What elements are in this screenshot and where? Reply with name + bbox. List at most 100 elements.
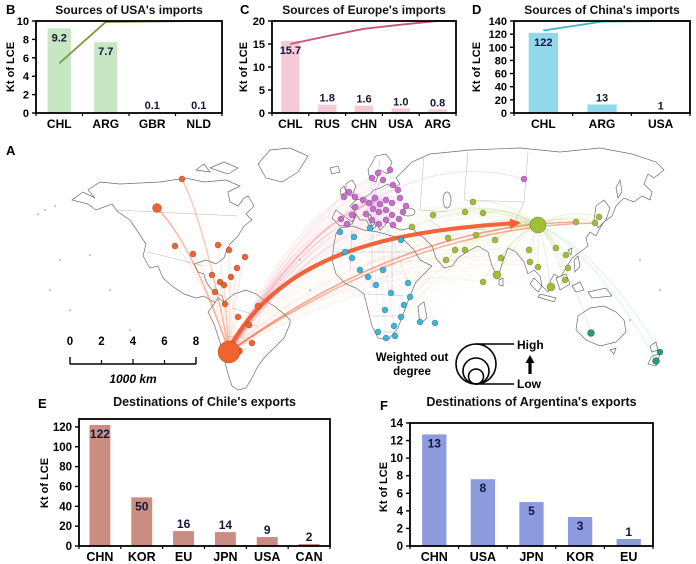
country-node-asia [546, 282, 556, 292]
country-node-africa [391, 332, 399, 340]
country-node-africa [431, 319, 439, 327]
country-node-europe [340, 193, 348, 201]
country-node-asia [451, 246, 459, 254]
panel-usa-imports: B Sources of USA's imports Kt of LCE 0 2 4… [0, 0, 232, 140]
cumulative-line [543, 20, 690, 32]
scale-tick-3: 6 [161, 336, 168, 348]
bar [519, 502, 544, 546]
bars [281, 40, 447, 113]
category-label: GBR [139, 117, 166, 131]
y-tick-label: 6 [397, 488, 403, 500]
country-node-americas [208, 271, 216, 279]
country-node-europe [337, 215, 345, 223]
country-node-oceania [656, 348, 664, 356]
country-node-africa [366, 224, 374, 232]
scale-bar-numbers: 0 2 4 6 8 [64, 336, 202, 348]
country-node-africa [374, 328, 382, 336]
bar [47, 28, 71, 113]
country-node-americas [254, 302, 262, 310]
flow-arc [353, 209, 539, 238]
bar [281, 40, 300, 113]
country-node-europe [368, 174, 376, 182]
plot-box [78, 418, 331, 547]
flow-arc [454, 223, 539, 251]
up-arrow-icon [525, 355, 535, 374]
chart-title: Destinations of Argentina's exports [426, 395, 637, 409]
bar [470, 479, 496, 546]
cumulative-line [290, 20, 456, 45]
country-node-africa [397, 313, 405, 321]
bars [47, 28, 211, 113]
country-nodes [152, 166, 664, 365]
bar-value-label: 0.1 [191, 100, 206, 112]
flow-arc [377, 224, 539, 333]
category-label: EU [175, 550, 192, 562]
plot-box [271, 20, 457, 114]
country-node-asia [492, 270, 502, 280]
country-node-americas [241, 253, 249, 261]
bar [173, 531, 195, 546]
flow-arc [537, 224, 592, 334]
country-node-africa [390, 322, 398, 330]
country-node-europe [375, 220, 383, 228]
flow-arc [409, 224, 539, 298]
country-node-asia [591, 219, 599, 227]
flow-arc [228, 249, 456, 353]
y-tick-label: 15 [253, 39, 265, 51]
category-label: CAN [296, 550, 323, 562]
bar-value-label: 5 [528, 504, 535, 518]
labels: 13 CHN 8 USA 5 JPN 3 KOR 1 EU [421, 436, 638, 562]
flow-arc [419, 224, 539, 323]
country-node-europe [374, 169, 382, 177]
labels: 15.7 CHL 1.8 RUS 1.6 CHN 1.0 USA 0.8 ARG [278, 45, 451, 131]
flow-arc [447, 219, 539, 239]
country-node-europe [345, 188, 353, 196]
y-tick-label: 12 [390, 436, 403, 448]
country-node-oceania [652, 357, 660, 365]
country-node-asia [491, 236, 499, 244]
flow-arc [537, 224, 657, 362]
country-node-africa [336, 228, 344, 236]
y-axis-ticks: 0 20 40 60 80 100 120 [53, 422, 331, 553]
y-tick-label: 14 [390, 418, 403, 430]
category-label: USA [470, 550, 496, 562]
bar-value-label: 9 [264, 523, 271, 537]
bars [422, 434, 641, 546]
panel-europe-imports: C Sources of Europe's imports Kt of LCE … [232, 0, 464, 140]
category-label: NLD [186, 117, 211, 131]
country-node-asia [529, 216, 547, 234]
country-node-europe [396, 194, 404, 202]
country-node-asia [552, 244, 560, 252]
bar [587, 104, 617, 113]
bar [89, 424, 111, 546]
scale-tick-0: 0 [66, 336, 74, 348]
country-node-asia [444, 234, 452, 242]
flow-arc [228, 212, 484, 353]
category-label: CHN [351, 117, 377, 131]
country-node-europe [389, 181, 397, 189]
country-node-americas [189, 250, 197, 258]
flow-arc [370, 201, 421, 323]
bar [391, 108, 410, 113]
flow-arc [228, 274, 566, 353]
country-node-asia [525, 246, 533, 254]
flow-arc [228, 279, 552, 353]
country-node-asia [479, 278, 487, 286]
country-node-asia [408, 223, 416, 231]
country-node-africa [381, 306, 389, 314]
flow-arc [369, 207, 539, 229]
flow-arc [393, 224, 539, 327]
flow-arc [181, 178, 230, 353]
bar-chart-usa-imports: 0 2 4 6 8 10 9.2 CHL 7.7 ARG 0.1 GBR 0.1 NLD [17, 16, 223, 131]
flow-arc [370, 201, 384, 271]
country-node-americas [225, 246, 233, 254]
category-label: RUS [315, 117, 340, 131]
flow-arc [228, 249, 466, 353]
category-label: ARG [92, 117, 119, 131]
country-node-europe [365, 199, 373, 207]
labels: 9.2 CHL 7.7 ARG 0.1 GBR 0.1 NLD [47, 32, 211, 131]
panel-letter-e: E [38, 396, 47, 411]
bar [131, 497, 153, 546]
flow-arc [156, 207, 230, 353]
